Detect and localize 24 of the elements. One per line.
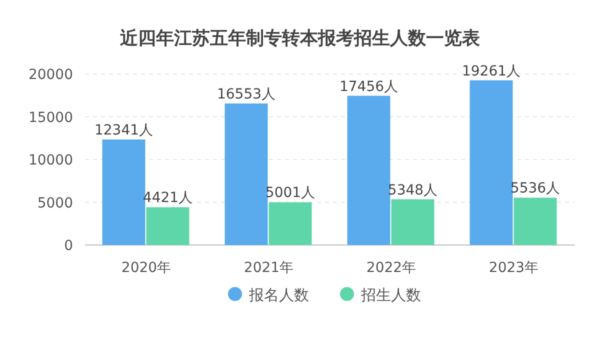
y-tick-label: 0 [64, 238, 73, 254]
bar [470, 80, 513, 245]
y-tick-label: 15000 [28, 110, 73, 126]
y-tick-label: 5000 [37, 195, 73, 212]
x-tick-label: 2023年 [488, 260, 539, 276]
x-tick-label: 2022年 [366, 260, 416, 276]
bar [146, 207, 190, 245]
legend-label: 报名人数 [248, 286, 309, 304]
bar [514, 198, 557, 245]
y-tick-label: 20000 [28, 67, 73, 83]
data-label: 12341人 [94, 122, 154, 138]
bar [224, 103, 268, 245]
y-tick-label: 10000 [28, 152, 73, 168]
bar [347, 96, 390, 245]
legend-label: 招生人数 [360, 286, 421, 304]
data-label: 16553人 [216, 86, 276, 102]
x-tick-label: 2021年 [244, 260, 294, 276]
data-label: 17456人 [339, 78, 398, 95]
bar [102, 139, 146, 245]
bar [268, 202, 312, 245]
chart-title: 近四年江苏五年制专转本报考招生人数一览表 [119, 28, 480, 49]
x-tick-label: 2020年 [121, 260, 172, 276]
data-label: 19261人 [462, 63, 521, 80]
bar [391, 199, 434, 245]
